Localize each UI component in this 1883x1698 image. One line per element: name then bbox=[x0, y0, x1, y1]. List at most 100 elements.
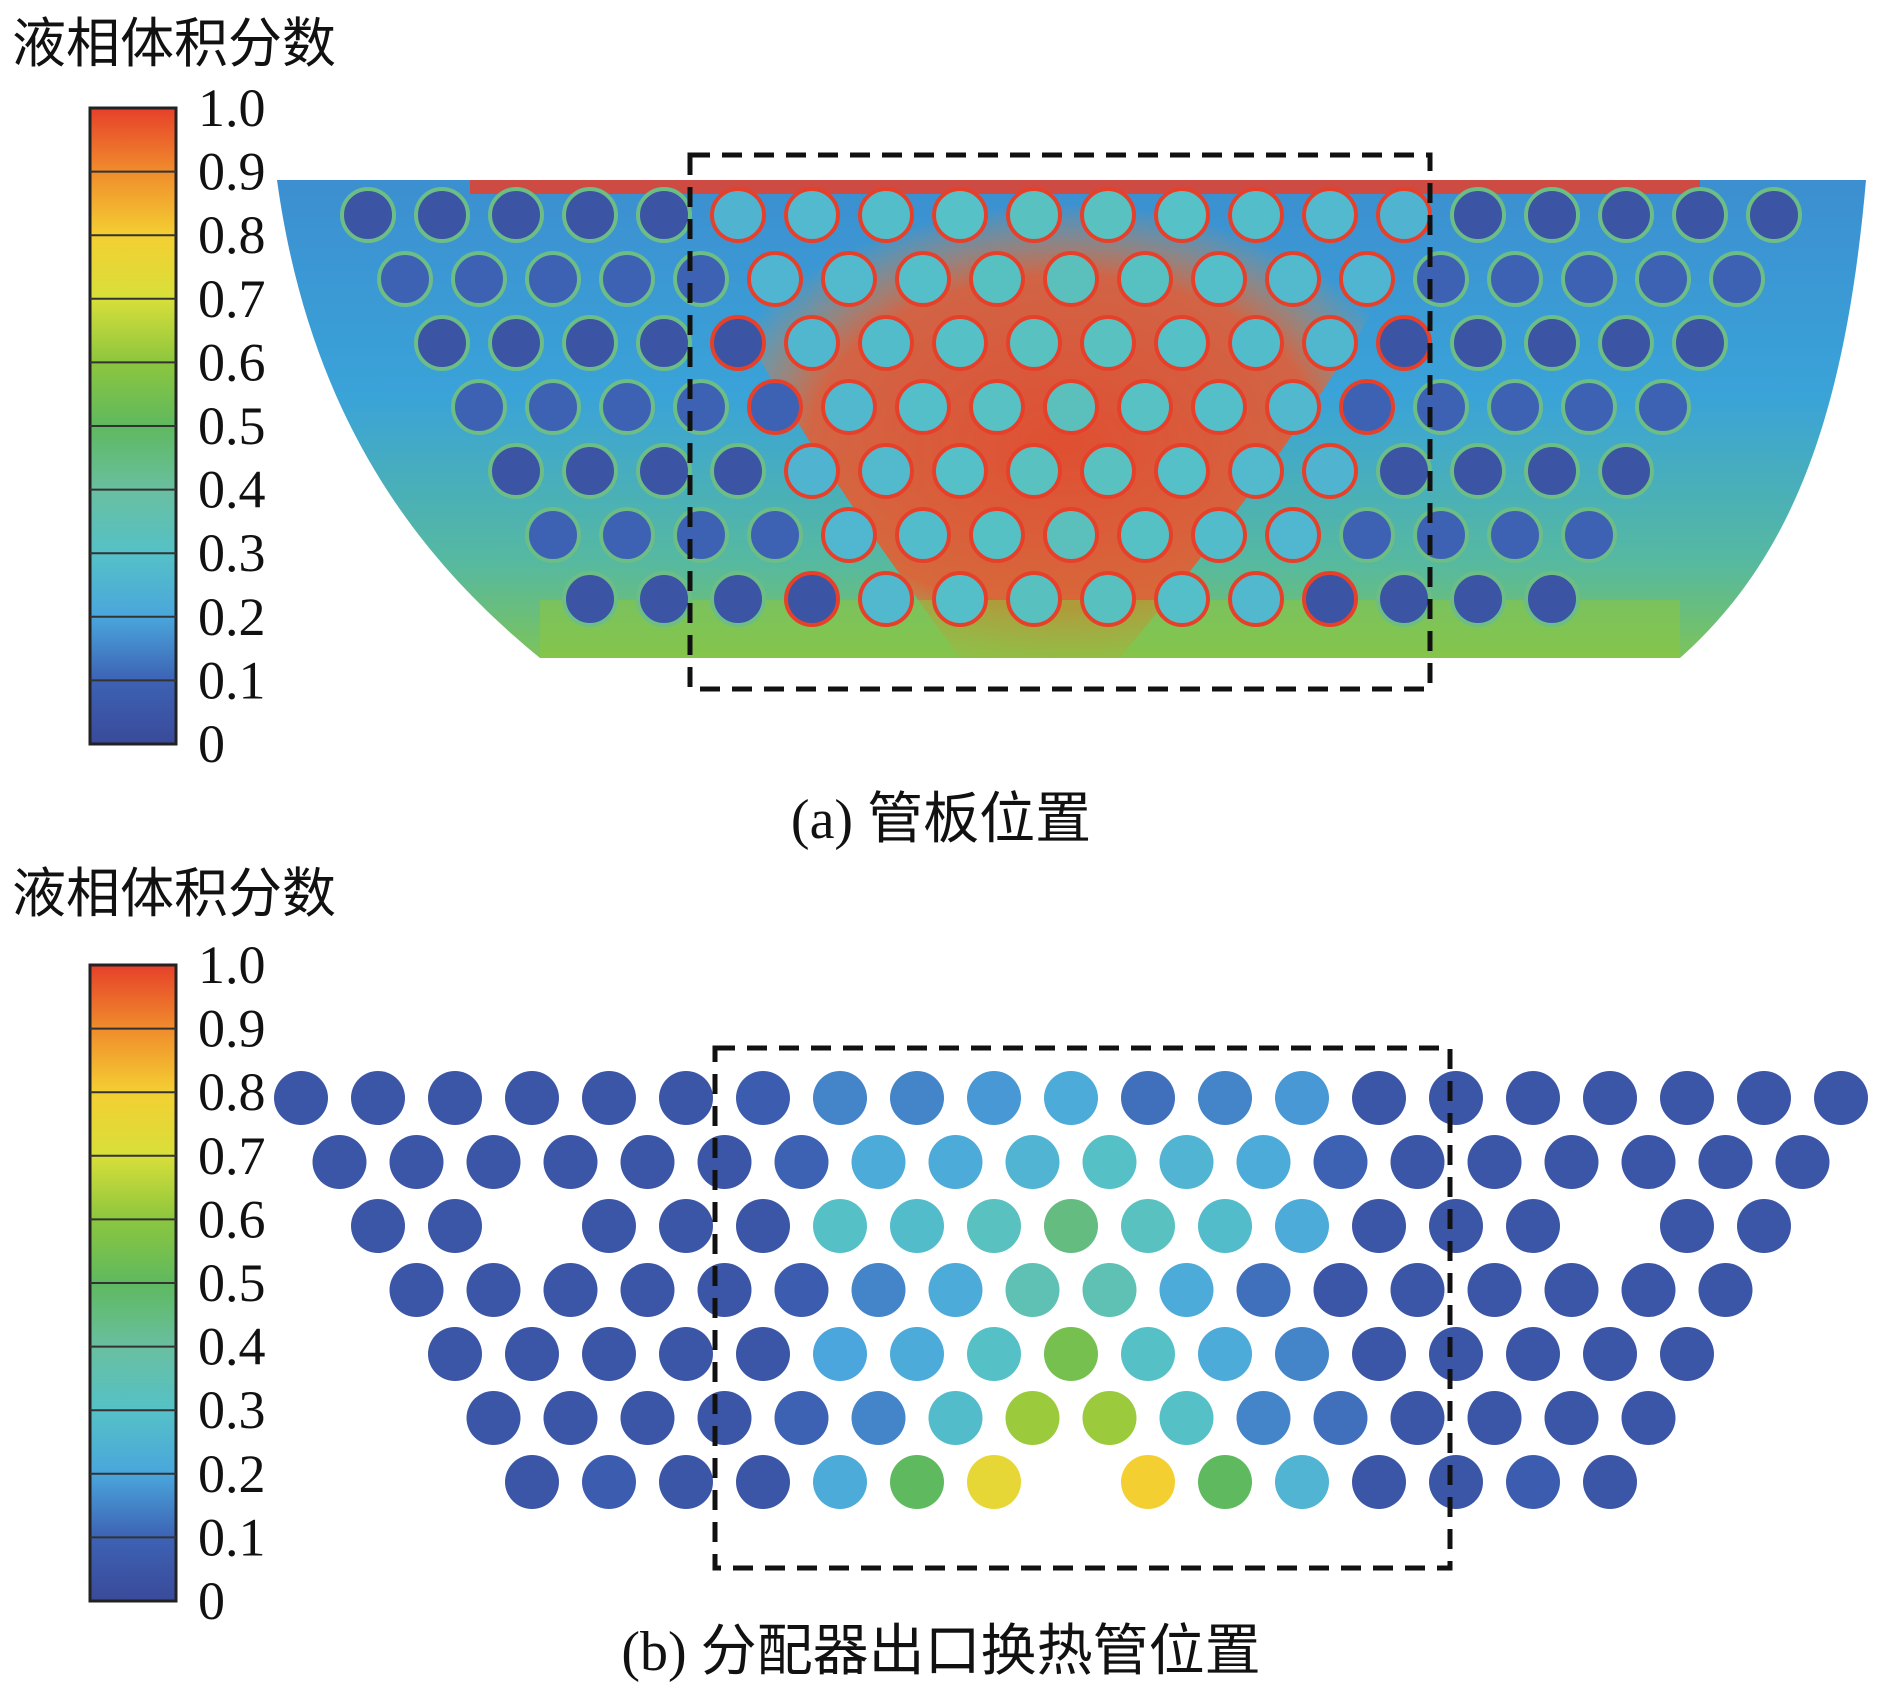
colorbar-ticks-b: 1.00.90.80.70.60.50.40.30.20.10 bbox=[198, 935, 266, 1631]
tube-circle bbox=[389, 1135, 444, 1189]
tube-circle bbox=[1005, 1391, 1060, 1445]
tube-circle bbox=[1313, 1135, 1368, 1189]
tube-circle bbox=[697, 1391, 752, 1445]
tube-hole-a bbox=[1154, 443, 1210, 499]
tube-circle bbox=[1044, 1199, 1098, 1253]
tube-circle bbox=[736, 1071, 790, 1125]
tube-hole-a bbox=[858, 315, 914, 371]
tube-circle bbox=[1159, 1391, 1214, 1445]
tube-circle bbox=[351, 1071, 405, 1125]
tube-circle bbox=[1121, 1455, 1175, 1509]
tube-hole-a bbox=[1043, 379, 1099, 435]
tube-hole-a bbox=[1635, 251, 1691, 307]
tube-circle bbox=[1506, 1199, 1560, 1253]
tube-circle bbox=[1082, 1135, 1137, 1189]
tube-circle bbox=[428, 1071, 482, 1125]
tube-hole-a bbox=[710, 443, 766, 499]
tube-hole-a bbox=[710, 571, 766, 627]
colorbar-tick-label: 0.2 bbox=[198, 1444, 266, 1504]
tube-hole-a bbox=[1080, 315, 1136, 371]
tube-hole-a bbox=[673, 251, 729, 307]
tube-circle bbox=[543, 1391, 598, 1445]
tube-circle bbox=[620, 1263, 675, 1317]
tube-hole-a bbox=[599, 507, 655, 563]
tube-circle bbox=[928, 1263, 983, 1317]
tube-hole-a bbox=[414, 315, 470, 371]
colorbar-tick-label: 0.8 bbox=[198, 1062, 266, 1122]
tube-circle bbox=[1390, 1391, 1445, 1445]
tube-circle bbox=[1236, 1135, 1291, 1189]
tube-circle bbox=[1159, 1135, 1214, 1189]
tube-hole-a bbox=[673, 379, 729, 435]
tube-hole-a bbox=[1080, 187, 1136, 243]
tube-hole-a bbox=[1154, 571, 1210, 627]
tube-hole-a bbox=[1450, 443, 1506, 499]
colorbar-tick-label: 0.8 bbox=[198, 205, 266, 265]
tube-hole-a bbox=[1302, 315, 1358, 371]
tube-circle bbox=[1198, 1327, 1252, 1381]
tube-hole-a bbox=[932, 571, 988, 627]
tube-circle bbox=[1121, 1327, 1175, 1381]
tube-circle bbox=[928, 1391, 983, 1445]
tube-circle bbox=[813, 1071, 867, 1125]
tube-hole-a bbox=[1080, 571, 1136, 627]
tube-circle bbox=[582, 1071, 636, 1125]
tube-hole-a bbox=[1339, 379, 1395, 435]
colorbar-tick-label: 0.2 bbox=[198, 587, 266, 647]
tube-hole-a bbox=[562, 315, 618, 371]
tube-circle bbox=[1044, 1071, 1098, 1125]
tube-hole-a bbox=[414, 187, 470, 243]
tube-hole-a bbox=[1746, 187, 1802, 243]
tube-circle bbox=[389, 1263, 444, 1317]
tube-hole-a bbox=[1487, 507, 1543, 563]
tube-circle bbox=[697, 1135, 752, 1189]
legend-title-b: 液相体积分数 bbox=[12, 862, 336, 925]
tube-circle bbox=[351, 1199, 405, 1253]
tube-circle bbox=[659, 1071, 713, 1125]
tube-hole-a bbox=[710, 187, 766, 243]
tube-hole-a bbox=[1228, 443, 1284, 499]
tube-hole-a bbox=[1191, 379, 1247, 435]
tube-hole-a bbox=[1228, 571, 1284, 627]
tube-circle bbox=[1660, 1327, 1714, 1381]
tube-circle bbox=[967, 1327, 1021, 1381]
tube-hole-a bbox=[858, 571, 914, 627]
tube-hole-a bbox=[1413, 379, 1469, 435]
tube-hole-a bbox=[451, 251, 507, 307]
tube-hole-a bbox=[747, 379, 803, 435]
tube-hole-a bbox=[1080, 443, 1136, 499]
tube-hole-a bbox=[1376, 315, 1432, 371]
tube-hole-a bbox=[821, 251, 877, 307]
tube-hole-a bbox=[932, 443, 988, 499]
colorbar-tick-label: 0.6 bbox=[198, 332, 266, 392]
tube-hole-a bbox=[1191, 251, 1247, 307]
tube-circle bbox=[890, 1071, 944, 1125]
tube-circle bbox=[736, 1455, 790, 1509]
tube-circle bbox=[1737, 1071, 1791, 1125]
tube-hole-a bbox=[1265, 251, 1321, 307]
tube-circle bbox=[774, 1391, 829, 1445]
tube-circle bbox=[1506, 1455, 1560, 1509]
colorbar-tick-label: 0.1 bbox=[198, 650, 266, 710]
tube-hole-a bbox=[1450, 187, 1506, 243]
tube-hole-a bbox=[1524, 315, 1580, 371]
tube-circle bbox=[1005, 1135, 1060, 1189]
tube-hole-a bbox=[1006, 315, 1062, 371]
tube-hole-a bbox=[784, 571, 840, 627]
tube-circle bbox=[1275, 1071, 1329, 1125]
tube-hole-a bbox=[1265, 507, 1321, 563]
tube-hole-a bbox=[784, 443, 840, 499]
tube-circle bbox=[1814, 1071, 1868, 1125]
tube-hole-a bbox=[1450, 315, 1506, 371]
tube-circle bbox=[1467, 1391, 1522, 1445]
tube-circle bbox=[967, 1071, 1021, 1125]
tube-hole-a bbox=[1339, 507, 1395, 563]
tube-circle bbox=[428, 1199, 482, 1253]
tube-circle bbox=[1198, 1455, 1252, 1509]
tube-hole-a bbox=[1117, 251, 1173, 307]
highlight-box-a bbox=[687, 152, 1433, 692]
tube-circle bbox=[851, 1135, 906, 1189]
tube-circle bbox=[543, 1135, 598, 1189]
tube-hole-a bbox=[895, 251, 951, 307]
colorbar-dividers-b bbox=[90, 1027, 176, 1539]
